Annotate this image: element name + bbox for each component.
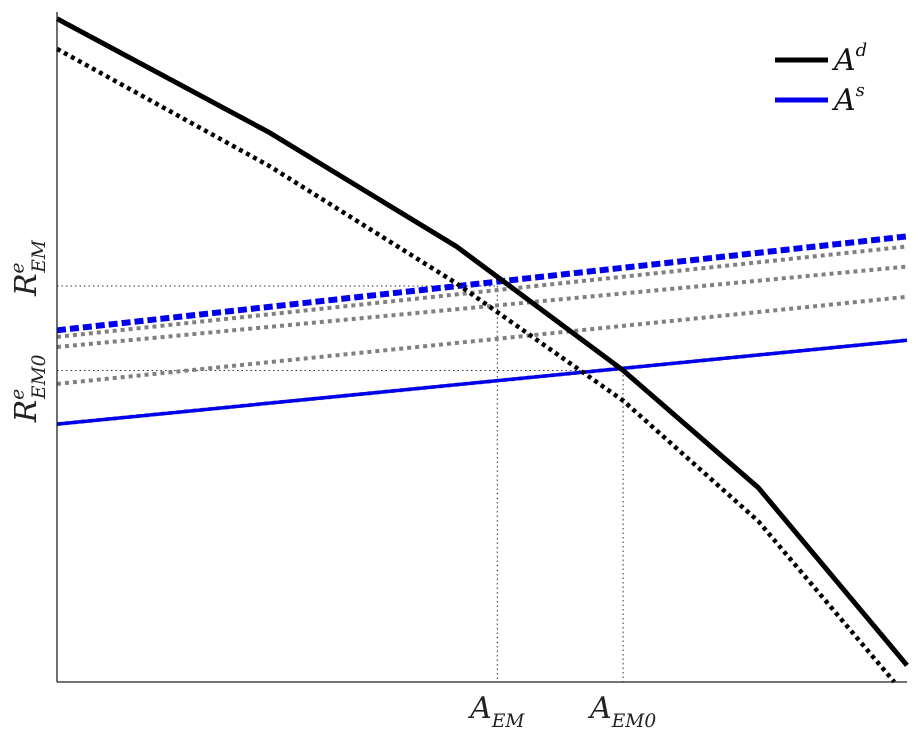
legend-label-0: Ad: [831, 40, 867, 78]
supply-curve-2: [56, 264, 908, 349]
supply-curve-5: [56, 233, 908, 334]
svg-text:AEM0: AEM0: [587, 691, 656, 730]
supply-curve-4: [56, 338, 908, 426]
y-tick-label-1: ReEM: [7, 239, 50, 297]
demand-curve-0: [55, 16, 909, 667]
y-tick-label-0: ReEM0: [7, 354, 50, 423]
x-tick-label-0: AEM: [467, 691, 525, 730]
supply-curves: [56, 233, 908, 427]
y-tick-labels: ReEM0 ReEM: [7, 239, 50, 423]
x-tick-labels: AEM AEM0: [467, 691, 656, 730]
svg-text:AEM: AEM: [467, 691, 525, 730]
demand-curves: [55, 16, 909, 684]
axes: [56, 12, 907, 683]
x-tick-label-1: AEM0: [587, 691, 656, 730]
reference-lines: [57, 285, 624, 682]
supply-curve-1: [56, 294, 908, 386]
svg-text:ReEM0: ReEM0: [7, 354, 50, 423]
svg-text:ReEM: ReEM: [7, 239, 50, 297]
supply-curve-3: [56, 244, 908, 339]
demand-curve-1: [55, 46, 897, 684]
legend-label-1: As: [831, 80, 865, 118]
